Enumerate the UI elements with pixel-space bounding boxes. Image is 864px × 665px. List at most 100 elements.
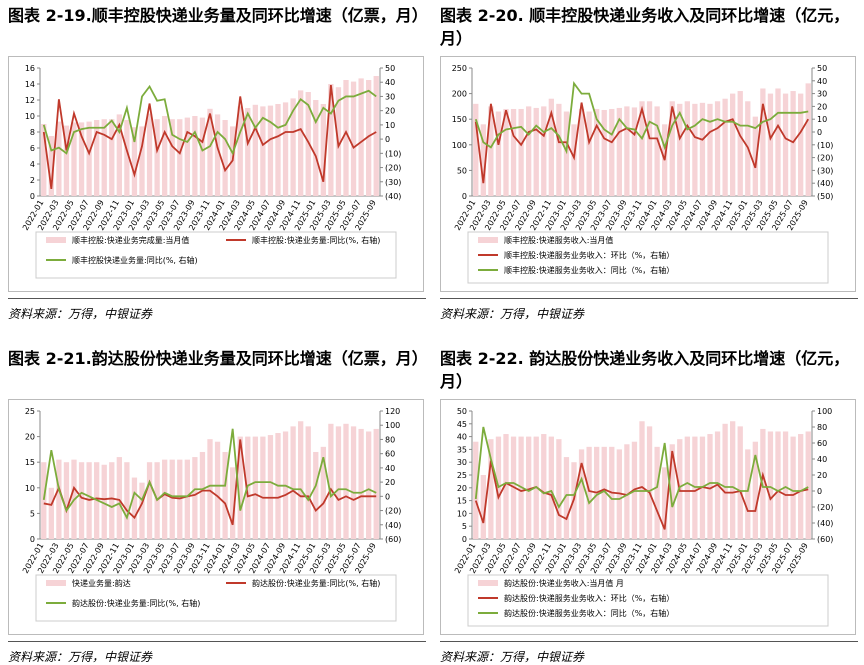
bar [199, 117, 206, 196]
bar [752, 116, 758, 196]
bar [154, 119, 160, 196]
y-tick-label: 0 [30, 535, 35, 544]
bar [177, 119, 183, 196]
y2-tick-label: 10 [817, 115, 827, 124]
bar [707, 103, 713, 196]
bar [116, 457, 122, 539]
bar [578, 449, 585, 539]
bar [526, 436, 532, 539]
y-tick-label: 20 [25, 433, 35, 442]
bar [639, 421, 645, 539]
bar [305, 426, 311, 539]
bar [335, 426, 342, 539]
y-tick-label: 50 [457, 407, 467, 416]
bar [131, 477, 138, 539]
y2-tick-label: (50) [817, 192, 833, 201]
source-note: 资料来源：万得，中银证券 [440, 641, 858, 665]
bar [373, 76, 379, 196]
y2-tick-label: 20 [385, 478, 395, 487]
y2-tick-label: 100 [817, 407, 832, 416]
bar [207, 108, 213, 196]
bar [518, 108, 524, 196]
y-tick-label: 5 [30, 509, 35, 518]
bar [646, 426, 653, 539]
bar [282, 102, 289, 196]
bar [207, 439, 213, 539]
bar [503, 108, 509, 196]
bar [131, 127, 138, 196]
legend-label: 顺丰控股:快递服务业务收入：环比（%，右轴） [504, 250, 674, 260]
legend-label: 顺丰控股快递业务量:同比(%, 右轴) [72, 255, 198, 265]
bar [541, 106, 547, 196]
chart-frame [440, 56, 856, 292]
source-note: 资料来源：万得，中银证券 [8, 298, 426, 322]
bar [184, 459, 190, 539]
y-tick-label: 10 [25, 112, 35, 121]
bar [707, 434, 713, 539]
bar [290, 98, 296, 196]
y2-tick-label: (30) [385, 178, 401, 187]
bar [805, 83, 811, 196]
bar [586, 111, 592, 196]
y-tick-label: 0 [462, 192, 467, 201]
y2-tick-label: (20) [817, 154, 833, 163]
y-tick-label: 2 [30, 176, 35, 185]
bar [548, 436, 554, 539]
bar [767, 93, 774, 196]
legend-label: 韵达股份:快递服务业务收入：同比（%，右轴） [504, 608, 674, 618]
legend-swatch [46, 237, 66, 243]
y-tick-label: 6 [30, 144, 35, 153]
bar [320, 104, 326, 196]
y2-tick-label: (10) [817, 141, 833, 150]
bar [669, 444, 675, 539]
bar [684, 101, 690, 196]
bar [71, 122, 77, 196]
y2-tick-label: (10) [385, 149, 401, 158]
legend-frame [467, 231, 829, 284]
y2-tick-label: 0 [817, 128, 822, 137]
chart-panel: 图表 2-19.顺丰控股快递业务量及同环比增速（亿票，月） 资料来源：万得，中银证… [0, 0, 432, 322]
bar [790, 436, 796, 539]
bar [184, 117, 190, 196]
legend-label: 顺丰控股:快递服务业务收入：同比（%，右轴） [504, 265, 674, 275]
bar [548, 98, 554, 196]
bar [752, 441, 758, 539]
bar [63, 462, 70, 539]
bar [798, 434, 804, 539]
y-tick-label: 40 [457, 433, 467, 442]
y-tick-label: 12 [25, 96, 35, 105]
y-tick-label: 25 [25, 407, 35, 416]
y2-tick-label: 50 [385, 64, 395, 73]
legend-label: 韵达股份:快递业务收入:当月值 月 [504, 578, 624, 588]
bar [313, 100, 319, 196]
bar [495, 111, 502, 196]
bar [298, 90, 304, 196]
bar [116, 114, 122, 196]
y2-tick-label: 120 [385, 407, 400, 416]
y2-tick-label: (20) [385, 164, 401, 173]
legend-label: 顺丰控股:快递业务完成量:当月值 [72, 235, 189, 245]
chart: 0510152025(60)(40)(20)020406080100120202… [8, 399, 424, 635]
bar [214, 114, 221, 196]
bar [646, 101, 653, 196]
bar [343, 80, 349, 196]
y-tick-label: 0 [30, 192, 35, 201]
bar [146, 113, 153, 196]
bar [298, 421, 304, 539]
bar [343, 423, 349, 539]
y-tick-label: 10 [25, 484, 35, 493]
y-tick-label: 100 [452, 141, 467, 150]
bar [275, 104, 281, 196]
y-tick-label: 4 [30, 160, 35, 169]
chart: 0 50 100 150 200 250 (50) (40) (30) (20) (10) 0 10 20… [440, 56, 856, 292]
bar [48, 487, 54, 539]
bar [510, 108, 517, 196]
bar [109, 462, 115, 539]
bar [669, 101, 675, 196]
bar [760, 88, 766, 196]
bar [192, 116, 198, 196]
bar [563, 111, 570, 196]
bar [805, 431, 811, 539]
y2-tick-label: 30 [385, 92, 395, 101]
y2-tick-label: (60) [385, 535, 401, 544]
